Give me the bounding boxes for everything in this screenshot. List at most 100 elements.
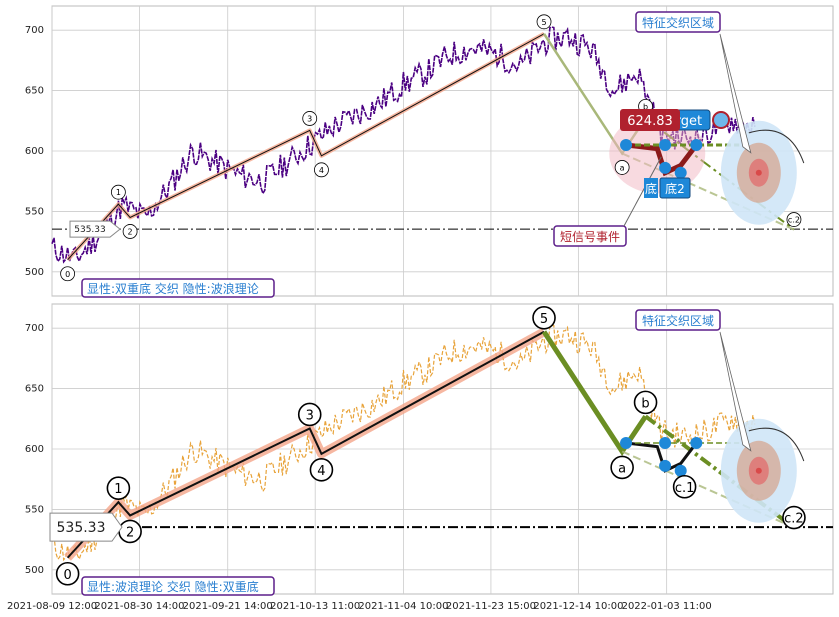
target-zone-center <box>755 169 762 176</box>
bottom-panel: 500 550 600 650 700 0 1 2 3 4 5 a b c.1 c.2 535.33 显性:波… <box>25 303 834 596</box>
wave-label-circle <box>610 455 634 480</box>
wave-label: c.2 <box>784 512 804 527</box>
y-tick-label: 500 <box>25 565 44 576</box>
target-arc <box>748 129 805 164</box>
y-tick-label: 650 <box>25 384 44 395</box>
wave-label: 2 <box>126 525 134 540</box>
legend-text: 显性:双重底 交织 隐性:波浪理论 <box>87 281 259 296</box>
pattern-marker <box>690 436 703 449</box>
bottom-tag-partial-text: 底 <box>645 181 657 196</box>
wave-label: c.1 <box>675 481 695 496</box>
target-marker <box>712 111 730 129</box>
impulse-wave-line <box>67 33 545 261</box>
pattern-marker <box>659 161 672 174</box>
top-panel: 500 550 600 650 700 0 1 2 3 4 5 a b c.2 535.33 显性:双重底 … <box>25 5 834 298</box>
pattern-marker <box>620 138 633 151</box>
pattern-marker <box>659 436 672 449</box>
legend-box <box>81 278 275 298</box>
pattern-marker <box>690 138 703 151</box>
y-tick-label: 600 <box>25 444 44 455</box>
target-zone-center <box>755 467 762 474</box>
bottom-tag-partial <box>644 178 658 198</box>
wave-label-circle <box>314 162 329 178</box>
support-value-label: 535.33 <box>57 520 106 536</box>
y-tick-label: 650 <box>25 86 44 97</box>
pattern-marker <box>674 464 687 477</box>
price-line <box>51 324 756 562</box>
feature-annotation-box <box>635 309 721 331</box>
wave-label-circle <box>110 184 126 200</box>
wave-label: a <box>618 461 626 476</box>
wave-label: 5 <box>541 18 546 27</box>
y-tick-label: 700 <box>25 25 44 36</box>
price-tag <box>620 109 680 131</box>
wave-label: b <box>643 102 648 111</box>
price-line <box>51 26 756 264</box>
x-tick-label: 2021-11-23 15:00 <box>446 601 536 612</box>
top-content: 0 1 2 3 4 5 a b c.2 535.33 显性:双重底 交织 隐性:波浪理论 特征交织区域… <box>51 11 833 298</box>
x-tick-label: 2021-12-14 10:00 <box>533 601 623 612</box>
wave-label-circle <box>532 305 556 330</box>
pattern-marker <box>659 138 672 151</box>
wave-label: a <box>620 163 625 172</box>
pattern-marker <box>659 459 672 472</box>
y-tick-label: 500 <box>25 267 44 278</box>
wave-label-circle <box>614 160 630 175</box>
wave-label-circle <box>297 402 322 427</box>
y-tick-label: 550 <box>25 206 44 217</box>
wave-label-circle <box>55 561 80 586</box>
x-tick-label: 2021-08-09 12:00 <box>7 601 97 612</box>
wave-label: c.2 <box>788 216 800 225</box>
signal-annotation-box <box>553 225 627 247</box>
wave-label: 0 <box>63 568 71 583</box>
wave-label-circle <box>672 474 697 499</box>
support-value-label: 535.33 <box>74 225 106 235</box>
wave-label: 4 <box>319 166 324 175</box>
wave-label: 0 <box>65 270 70 279</box>
signal-annotation-text: 短信号事件 <box>560 230 620 244</box>
wave-label: 4 <box>317 464 325 479</box>
pattern-marker <box>620 436 633 449</box>
bottom-tag <box>659 177 691 199</box>
feature-annotation-text: 特征交织区域 <box>642 15 714 30</box>
wave-label-circle <box>122 224 138 239</box>
support-arrow <box>49 512 123 542</box>
wave-label-circle <box>633 390 658 415</box>
bottom-content: 0 1 2 3 4 5 a b c.1 c.2 535.33 显性:波浪理论 交织 隐性:双重底 特征交… <box>49 305 833 596</box>
y-tick-label: 700 <box>25 323 44 334</box>
legend-box <box>81 576 275 596</box>
wave-label: 2 <box>128 227 133 236</box>
top-grid <box>51 6 833 296</box>
x-tick-label: 2021-09-21 14:00 <box>183 601 273 612</box>
wave-label: 3 <box>306 408 314 423</box>
wave-label-circle <box>782 505 806 530</box>
wave-label: 1 <box>116 188 121 197</box>
x-tick-label: 2021-11-04 10:00 <box>358 601 448 612</box>
y-tick-label: 600 <box>25 146 44 157</box>
target-arc <box>748 427 805 462</box>
wave-label: 5 <box>540 312 548 327</box>
pattern-marker <box>674 166 687 179</box>
x-tick-label: 2022-01-03 11:00 <box>622 601 712 612</box>
feature-annotation-text: 特征交织区域 <box>642 313 714 328</box>
wave-label-circle <box>309 458 334 482</box>
top-y-ticks: 500 550 600 650 700 <box>25 25 44 278</box>
signal-annotation-arrow <box>623 156 662 227</box>
wave-label: 1 <box>114 482 122 497</box>
wave-label-circle <box>786 212 802 227</box>
wave-label: 3 <box>307 114 312 123</box>
wave-label-circle <box>60 266 76 282</box>
legend-text: 显性:波浪理论 交织 隐性:双重底 <box>87 579 259 594</box>
wave-label: b <box>641 396 649 411</box>
y-tick-label: 550 <box>25 504 44 515</box>
wave-label-circle <box>302 111 318 126</box>
feature-annotation-box <box>635 11 721 33</box>
bottom-tag-text: 底2 <box>665 181 685 196</box>
bottom-y-ticks: 500 550 600 650 700 <box>25 323 44 576</box>
wave-label-circle <box>536 14 552 30</box>
impulse-wave-line <box>66 330 545 559</box>
wave-label-circle <box>106 476 131 500</box>
feature-annotation-arrow <box>719 33 752 154</box>
